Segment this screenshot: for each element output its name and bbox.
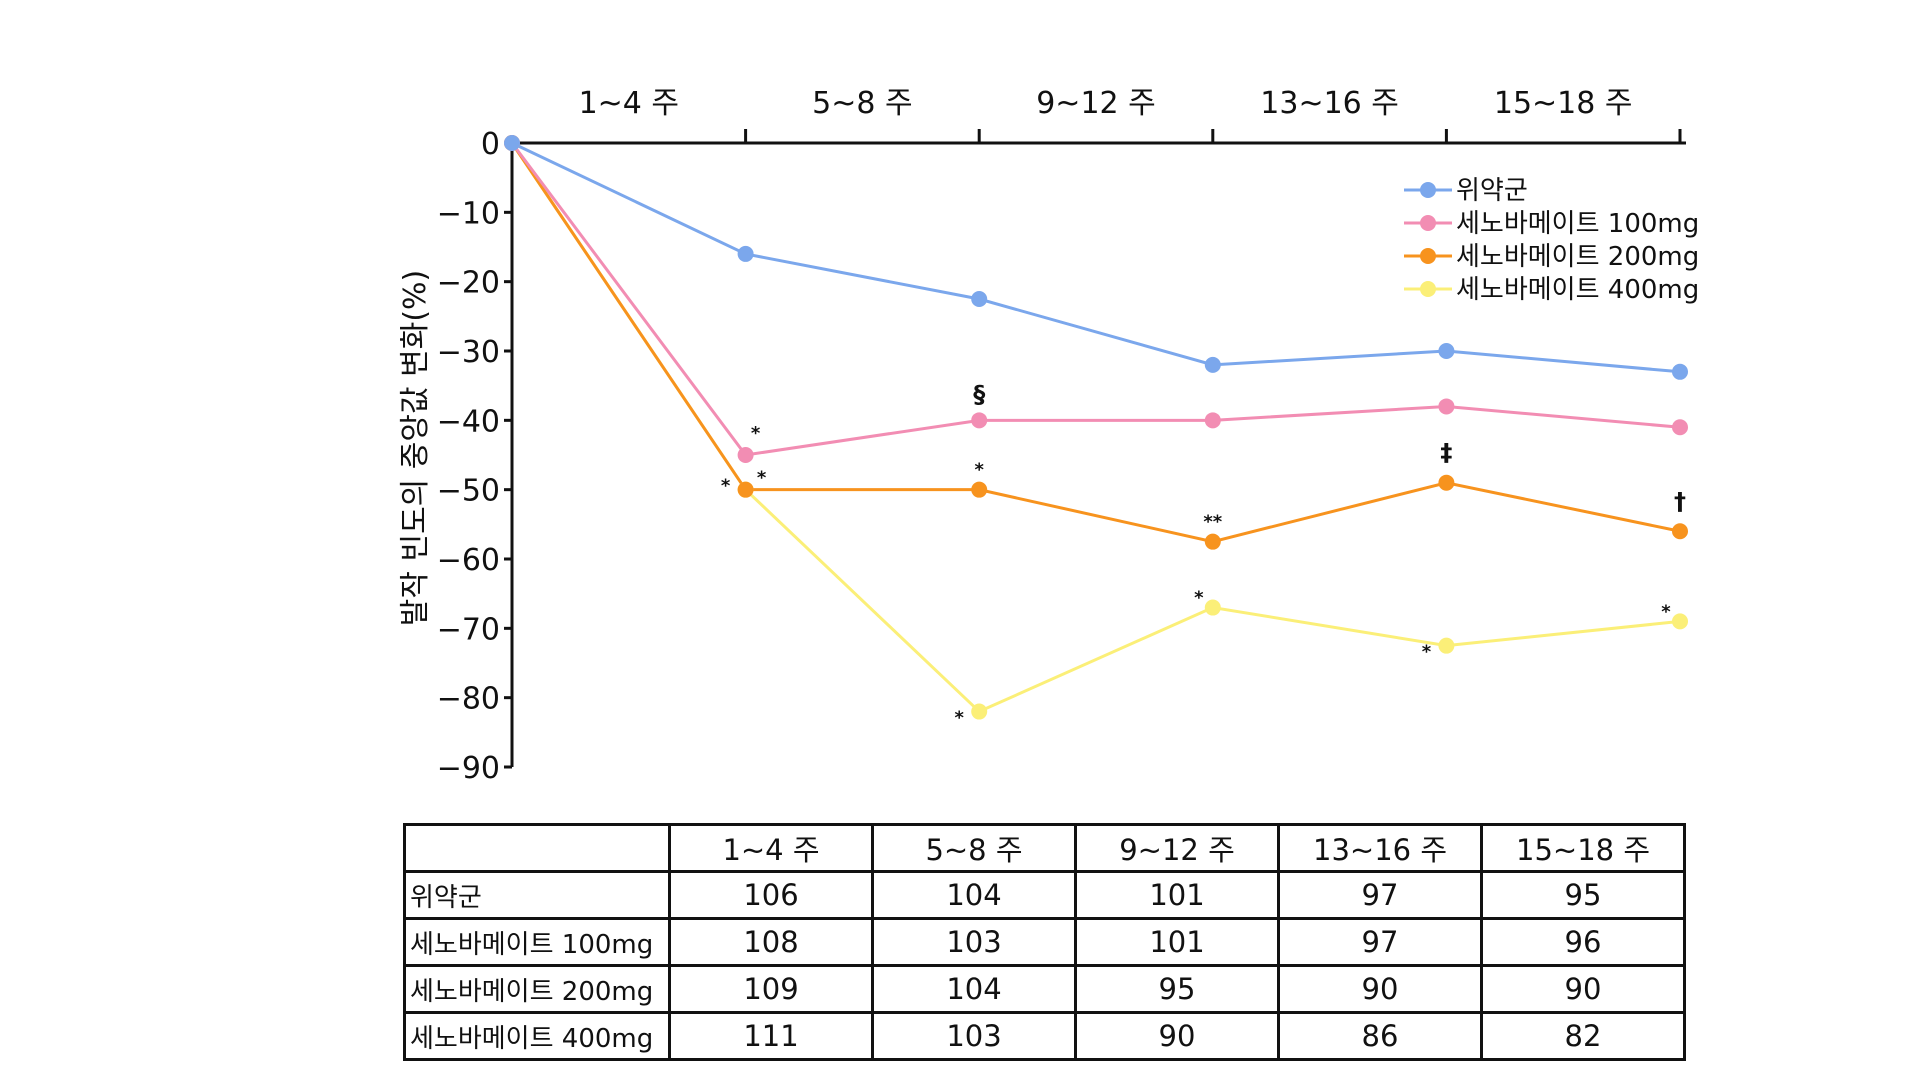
legend-marker (1420, 215, 1436, 231)
table-cell: 111 (668, 1011, 874, 1061)
significance-marker: * (1661, 601, 1671, 622)
table-row: 세노바메이트 200mg 109 104 95 90 90 (403, 964, 1686, 1014)
data-point (737, 447, 754, 463)
data-point (971, 703, 988, 720)
x-tick-label: 9~12 주 (1036, 86, 1156, 121)
row-label: 세노바메이트 400mg (403, 1011, 671, 1061)
data-point (1672, 419, 1688, 436)
data-point (737, 245, 754, 262)
y-tick-label: −30 (437, 335, 500, 370)
table-cell: 104 (871, 870, 1077, 920)
y-tick-label: −40 (437, 404, 500, 439)
data-point (1438, 474, 1455, 491)
table-cell: 103 (871, 917, 1077, 967)
line-chart: 1~4 주 5~8 주 9~12 주 13~16 주 15~18 주 0 −10 −20 −30… (398, 86, 1699, 786)
y-tick-label: −60 (437, 543, 500, 578)
data-point (1438, 398, 1455, 415)
significance-marker: * (721, 476, 731, 497)
table-cell: 97 (1277, 870, 1483, 920)
data-point (971, 481, 988, 498)
table-cell: 103 (871, 1011, 1077, 1061)
y-tick-label: −80 (437, 682, 500, 717)
data-point (1672, 523, 1688, 540)
table-cell: 86 (1277, 1011, 1483, 1061)
table-header-row: 1~4 주 5~8 주 9~12 주 13~16 주 15~18 주 (403, 823, 1686, 873)
x-tick-label: 15~18 주 (1494, 86, 1633, 121)
table-row: 세노바메이트 400mg 111 103 90 86 82 (403, 1011, 1686, 1061)
table-row: 세노바메이트 100mg 108 103 101 97 96 (403, 917, 1686, 967)
significance-marker: * (1422, 642, 1432, 663)
legend-label: 세노바메이트 400mg (1456, 275, 1699, 305)
table-cell: 108 (668, 917, 874, 967)
legend-marker (1420, 248, 1436, 264)
table-cell: 95 (1074, 964, 1280, 1014)
table-cell: 90 (1074, 1011, 1280, 1061)
data-point (1672, 613, 1688, 630)
legend-marker (1420, 281, 1436, 297)
legend-label: 세노바메이트 100mg (1456, 209, 1699, 239)
table-row: 위약군 106 104 101 97 95 (403, 870, 1686, 920)
table-cell: 96 (1480, 917, 1686, 967)
legend-label: 위약군 (1456, 176, 1528, 206)
axes: 1~4 주 5~8 주 9~12 주 13~16 주 15~18 주 0 −10 −20 −30… (437, 86, 1686, 786)
y-axis-label: 발작 빈도의 중앙값 변화(%) (398, 270, 433, 627)
table-cell: 90 (1277, 964, 1483, 1014)
row-label: 위약군 (403, 870, 671, 920)
table-cell: 101 (1074, 870, 1280, 920)
legend-marker (1420, 182, 1436, 198)
series-line (510, 142, 1681, 544)
significance-marker: * (974, 460, 984, 481)
row-label: 세노바메이트 200mg (403, 964, 671, 1014)
table-cell: 97 (1277, 917, 1483, 967)
significance-marker: † (1674, 487, 1686, 515)
x-tick-label: 5~8 주 (812, 86, 912, 121)
table-header-cell: 13~16 주 (1277, 823, 1483, 873)
table-header-cell: 15~18 주 (1480, 823, 1686, 873)
y-tick-label: −10 (437, 196, 500, 231)
y-tick-label: −90 (437, 751, 500, 786)
row-label: 세노바메이트 100mg (403, 917, 671, 967)
table-cell: 90 (1480, 964, 1686, 1014)
series-layer: *§* ***‡†***** (504, 135, 1688, 729)
x-tick-label: 1~4 주 (579, 86, 679, 121)
table-header-cell: 9~12 주 (1074, 823, 1280, 873)
table-header-cell: 1~4 주 (668, 823, 874, 873)
y-tick-label: −20 (437, 266, 500, 301)
significance-marker: ‡ (1440, 439, 1452, 467)
significance-marker: § (973, 380, 985, 408)
data-point (971, 291, 988, 307)
data-point (1204, 533, 1221, 550)
table-header-cell: 5~8 주 (871, 823, 1077, 873)
table-cell: 101 (1074, 917, 1280, 967)
y-tick-label: −50 (437, 474, 500, 509)
data-point (1438, 343, 1455, 359)
data-point (1204, 412, 1221, 429)
significance-marker: * (751, 423, 761, 444)
significance-marker: * (954, 708, 964, 729)
significance-marker: * (1194, 588, 1204, 609)
y-tick-label: −70 (437, 612, 500, 647)
data-point (1672, 363, 1688, 380)
data-point (1204, 599, 1221, 616)
table-cell: 95 (1480, 870, 1686, 920)
data-point (1204, 356, 1221, 373)
table-corner-cell (403, 823, 671, 873)
table-cell: 106 (668, 870, 874, 920)
significance-marker: * (757, 468, 767, 489)
data-point (504, 135, 520, 151)
x-tick-label: 13~16 주 (1260, 86, 1399, 121)
data-point (1438, 637, 1455, 654)
series-line (510, 142, 1681, 457)
table-cell: 104 (871, 964, 1077, 1014)
data-point (737, 481, 754, 498)
series-line (511, 141, 1681, 374)
y-tick-label: 0 (481, 127, 500, 162)
significance-marker: ** (1203, 512, 1222, 533)
table-cell: 109 (668, 964, 874, 1014)
data-point (971, 412, 988, 429)
table-cell: 82 (1480, 1011, 1686, 1061)
sample-size-table: 1~4 주 5~8 주 9~12 주 13~16 주 15~18 주 위약군 1… (403, 823, 1686, 1061)
legend-label: 세노바메이트 200mg (1456, 242, 1699, 272)
